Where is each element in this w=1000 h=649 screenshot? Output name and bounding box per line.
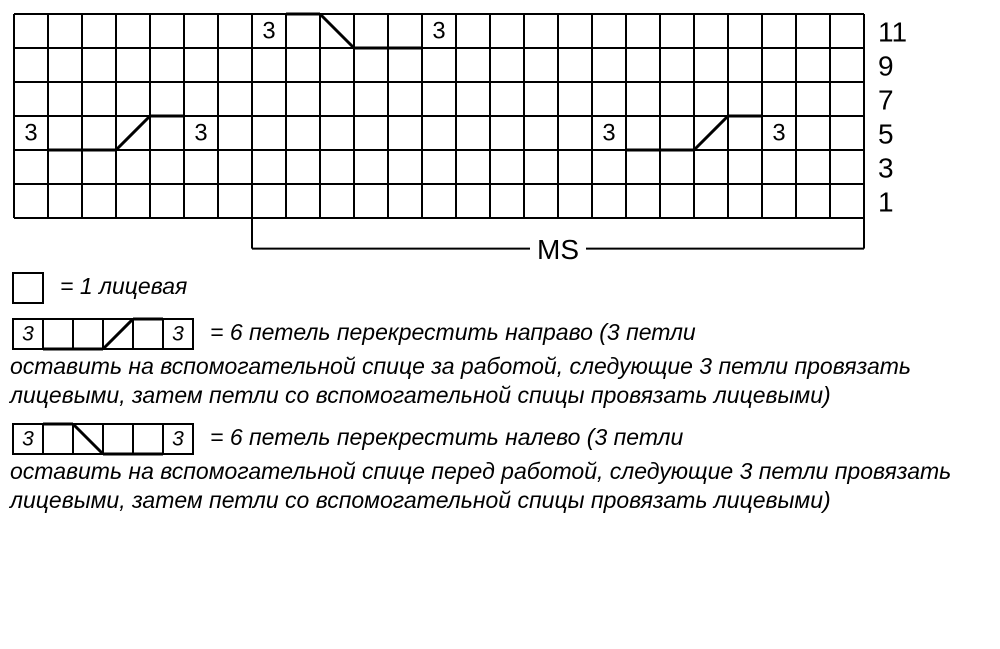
knitting-chart: 1197531333333MS bbox=[10, 10, 990, 264]
legend-cable-left-text: = 6 петель перекрестить налево (3 петли bbox=[210, 421, 683, 452]
legend-row-cable-right: 33 = 6 петель перекрестить направо (3 пе… bbox=[10, 316, 970, 352]
legend-knit-text: = 1 лицевая bbox=[60, 270, 187, 301]
svg-text:3: 3 bbox=[22, 427, 34, 450]
svg-text:11: 11 bbox=[878, 17, 907, 48]
legend-row-knit: = 1 лицевая bbox=[10, 270, 970, 306]
svg-text:MS: MS bbox=[537, 234, 579, 264]
svg-text:3: 3 bbox=[262, 18, 275, 45]
cable-left-symbol-icon: 33 bbox=[10, 421, 198, 457]
svg-text:3: 3 bbox=[22, 323, 34, 346]
svg-text:3: 3 bbox=[172, 427, 184, 450]
legend-cable-left-continued: оставить на вспомогательной спице перед … bbox=[10, 457, 970, 516]
svg-text:3: 3 bbox=[194, 120, 207, 147]
svg-text:3: 3 bbox=[172, 323, 184, 346]
legend-cable-right-continued: оставить на вспомогательной спице за раб… bbox=[10, 352, 970, 411]
cable-right-symbol-icon: 33 bbox=[10, 316, 198, 352]
legend-row-cable-left: 33 = 6 петель перекрестить налево (3 пет… bbox=[10, 421, 970, 457]
legend: = 1 лицевая 33 = 6 петель перекрестить н… bbox=[10, 270, 970, 516]
svg-text:5: 5 bbox=[878, 119, 894, 150]
legend-cable-right-text: = 6 петель перекрестить направо (3 петли bbox=[210, 316, 696, 347]
svg-text:1: 1 bbox=[878, 187, 894, 218]
chart-svg: 1197531333333MS bbox=[10, 10, 934, 264]
svg-text:3: 3 bbox=[878, 153, 894, 184]
svg-text:3: 3 bbox=[24, 120, 37, 147]
svg-text:3: 3 bbox=[772, 120, 785, 147]
svg-text:9: 9 bbox=[878, 51, 894, 82]
svg-text:7: 7 bbox=[878, 85, 894, 116]
svg-text:3: 3 bbox=[602, 120, 615, 147]
knit-symbol-icon bbox=[10, 270, 48, 306]
svg-text:3: 3 bbox=[432, 18, 445, 45]
